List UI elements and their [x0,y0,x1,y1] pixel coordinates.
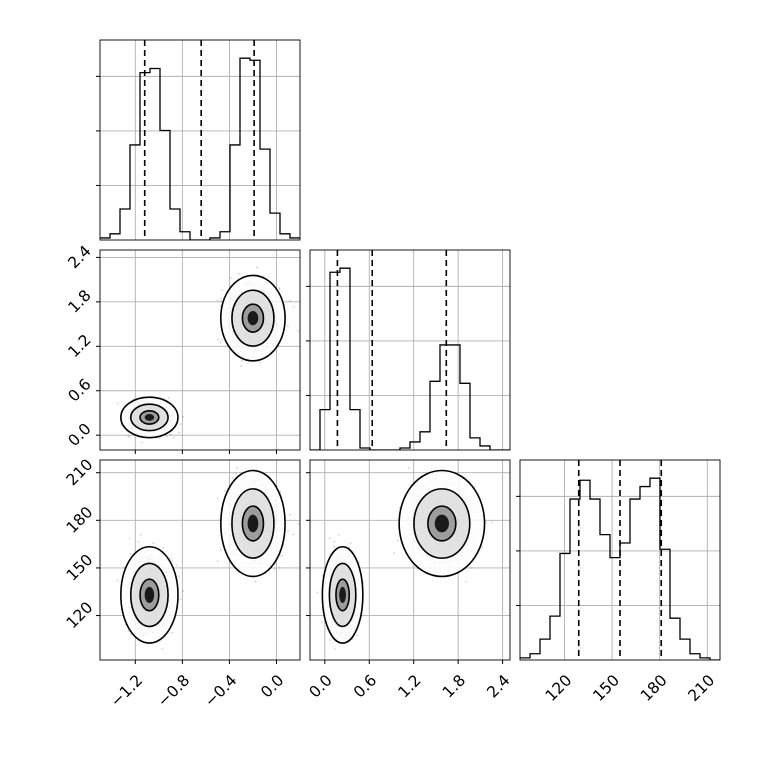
x-tick-label: 210 [685,671,719,705]
y-tick-label: 0.0 [65,420,95,450]
x-tick-label: 1.8 [439,671,469,701]
panel-frame [99,249,301,451]
y-tick-label: 1.8 [65,286,95,316]
y-tick-label: 210 [63,456,97,490]
x-tick-label: −0.8 [154,671,193,710]
contour-line [120,396,179,439]
panel-frame [99,459,301,661]
x-tick-label: 150 [589,671,623,705]
y-tick-label: 150 [63,551,97,585]
contour-line [427,505,457,542]
y-tick-label: 180 [63,503,97,537]
contour-line [120,545,179,644]
contour-line [241,303,265,333]
x-axis-labels-1: 0.0 0.6 1.2 1.8 2.4 [306,671,514,701]
contour-line [398,469,486,578]
contour-line [335,578,351,612]
density-contours [398,469,486,578]
contour-line [231,289,275,347]
panel-frame [309,459,511,661]
contour-line [220,274,286,362]
contour-line [220,469,286,578]
contour-line [413,488,471,559]
histogram-step-line [100,57,300,240]
contour-line [231,488,275,559]
histogram-panel-1 [306,249,511,451]
contour-line [129,403,169,432]
x-tick-label: 0.0 [306,671,336,701]
panel-frame [519,459,721,661]
x-tick-label: 120 [542,671,576,705]
x-axis-labels-0: −1.2 −0.8 −0.4 0.0 [107,671,288,710]
density-contours [120,396,179,439]
x-tick-label: 0.0 [257,671,287,701]
panel-frame [309,249,511,451]
panel-frame [99,39,301,241]
histogram-panel-2 [516,459,721,661]
x-tick-label: −1.2 [107,671,146,710]
contour-line [129,562,169,628]
y-tick-label: 120 [63,598,97,632]
x-tick-label: 2.4 [483,671,513,701]
x-tick-label: 180 [637,671,671,705]
y-tick-label: 2.4 [65,242,95,272]
density-contours [220,469,286,578]
y-tick-label: 0.6 [65,375,95,405]
contour-line [139,409,160,425]
x-axis-labels-2: 120 150 180 210 [542,671,719,705]
histogram-panel-0 [96,39,301,241]
density-contours [120,545,179,644]
scatter-panel-2-0: 120 150 180 210 [63,456,301,664]
histogram-step-line [310,267,510,450]
density-contours [321,545,364,644]
density-contours [220,274,286,362]
x-tick-label: 0.6 [350,671,380,701]
y-tick-label: 1.2 [65,331,95,361]
scatter-panel-1-0: 0.0 0.6 1.2 1.8 2.4 [65,242,301,454]
contour-line [328,562,357,628]
x-tick-label: −0.4 [201,671,240,710]
x-tick-label: 1.2 [395,671,425,701]
contour-line [321,545,364,644]
contour-line [241,505,265,542]
scatter-panel-2-1 [306,459,511,664]
contour-line [139,578,160,612]
